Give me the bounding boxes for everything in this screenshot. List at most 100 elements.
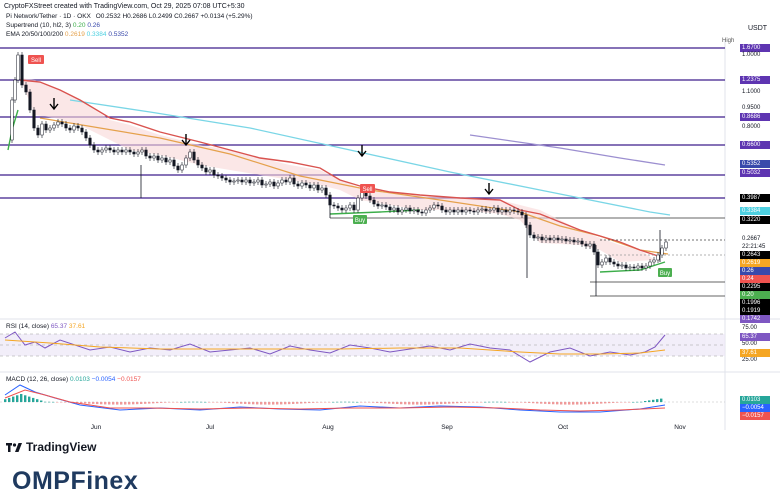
candle-body	[516, 210, 520, 213]
candle-body	[552, 237, 556, 241]
macd-bar	[496, 401, 499, 403]
price-badge: 0.1996	[740, 299, 770, 307]
candle-body	[56, 121, 60, 126]
macd-bar	[512, 402, 515, 403]
candle-body	[384, 204, 388, 208]
macd-bar	[584, 402, 587, 405]
macd-bar	[444, 402, 447, 404]
macd-bar	[364, 402, 367, 403]
candle-body	[156, 155, 160, 161]
candle-body	[420, 211, 424, 214]
rsi-tick: 75.00	[742, 325, 758, 331]
candle-body	[452, 209, 456, 213]
candle-body	[140, 149, 144, 153]
candle-body	[544, 237, 548, 241]
macd-bar	[112, 402, 115, 405]
candle-body	[500, 209, 504, 213]
candle-body	[592, 243, 596, 253]
macd-bar	[132, 402, 135, 405]
macd-bar	[368, 402, 371, 403]
candle-body	[276, 182, 280, 187]
candle-body	[304, 182, 308, 186]
macd-bar	[128, 402, 131, 405]
macd-bar	[600, 402, 603, 404]
candle-body	[640, 265, 644, 269]
candle-body	[124, 149, 128, 153]
candle-body	[368, 195, 372, 201]
macd-signal-line	[4, 389, 666, 412]
attribution-text: CryptoFXStreet created with TradingView.…	[4, 3, 245, 10]
candle-body	[468, 209, 472, 212]
candle-body	[352, 204, 356, 211]
macd-bar	[636, 401, 639, 403]
candle-body	[184, 157, 188, 166]
macd-histogram	[4, 394, 663, 405]
candle-body	[92, 144, 96, 151]
candle-body	[644, 265, 648, 269]
candle-body	[212, 169, 216, 176]
macd-bar	[300, 402, 303, 404]
macd-bar	[296, 402, 299, 404]
candle-body	[628, 266, 632, 269]
macd-bar	[416, 402, 419, 405]
candle-body	[132, 151, 136, 155]
candle-body	[528, 224, 532, 236]
macd-bar	[372, 402, 375, 403]
macd-bar	[144, 402, 147, 404]
macd-bar	[20, 394, 23, 402]
price-badge: 0.3987	[740, 194, 770, 202]
candle-body	[220, 175, 224, 179]
candle-body	[44, 123, 48, 131]
macd-label: MACD (12, 26, close)	[6, 376, 69, 383]
candle-body	[572, 239, 576, 243]
candle-body	[96, 149, 100, 153]
candle-body	[60, 121, 64, 125]
candle-body	[76, 125, 80, 129]
symbol-line: Pi Network/Tether · 1D · OKX O0.2532 H0.…	[6, 13, 253, 20]
svg-text:Buy: Buy	[660, 271, 670, 277]
macd-bar	[24, 395, 27, 402]
candle-body	[136, 151, 140, 155]
candle-body	[532, 234, 536, 239]
candle-body	[488, 209, 492, 212]
candle-body	[636, 265, 640, 269]
macd-bar	[484, 401, 487, 403]
candle-body	[280, 179, 284, 184]
price-tick: 1.1000	[742, 89, 761, 95]
macd-bar	[96, 402, 99, 405]
macd-bar	[264, 402, 267, 405]
macd-bar	[224, 402, 227, 403]
price-badge: 22:21:45	[740, 243, 770, 251]
macd-bar	[236, 402, 239, 404]
candle-body	[104, 147, 108, 151]
macd-bar	[64, 402, 67, 403]
macd-bar	[492, 401, 495, 403]
macd-bar	[232, 402, 235, 404]
candle-body	[460, 209, 464, 213]
candle-body	[660, 247, 664, 256]
x-tick-label: Jun	[91, 424, 102, 431]
macd-legend: MACD (12, 26, close) 0.0103 −0.0054 −0.0…	[6, 376, 141, 383]
macd-bar	[52, 401, 55, 403]
candle-body	[356, 197, 360, 211]
candle-body	[664, 241, 668, 249]
macd-bar	[156, 402, 159, 404]
candle-body	[248, 179, 252, 184]
candle-body	[648, 261, 652, 267]
candle-body	[312, 184, 316, 189]
macd-bar	[240, 402, 243, 404]
macd-bar	[28, 396, 31, 402]
candle-body	[88, 137, 92, 146]
candle-body	[448, 209, 452, 213]
x-tick-label: Oct	[558, 424, 568, 431]
macd-bar	[516, 402, 519, 403]
rsi-ma-line	[4, 339, 666, 355]
candle-body	[540, 236, 544, 241]
candle-body	[408, 207, 412, 212]
candle-body	[260, 179, 264, 186]
supertrend-label: Supertrend (10, hl2, 3)	[6, 22, 72, 29]
macd-bar	[220, 402, 223, 403]
supertrend-legend: Supertrend (10, hl2, 3) 0.20 0.26	[6, 22, 100, 29]
candle-body	[340, 207, 344, 211]
